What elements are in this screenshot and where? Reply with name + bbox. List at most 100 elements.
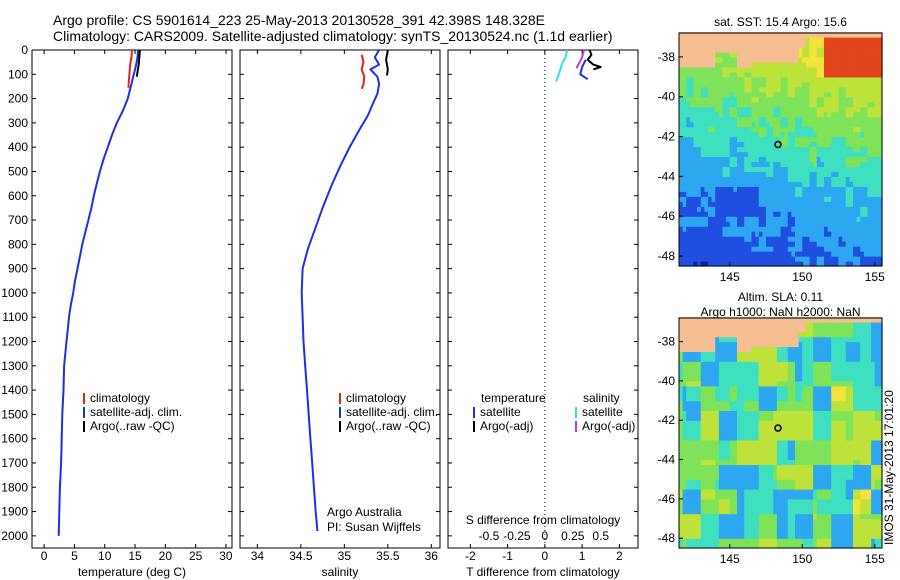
sst-map-cell <box>860 61 865 68</box>
sst-map-cell <box>871 256 876 262</box>
sla-map-cell <box>824 361 829 367</box>
sla-map-cell <box>824 434 829 441</box>
sla-map-cell <box>686 489 691 495</box>
sst-map-cell <box>762 141 767 148</box>
sst-map-cell <box>708 191 713 197</box>
sst-map-cell <box>766 131 771 138</box>
sst-map-cell <box>831 81 836 88</box>
sst-map-cell <box>733 206 738 212</box>
sst-map-cell <box>758 176 763 182</box>
sst-map-cell <box>747 136 753 143</box>
sst-map-cell <box>827 96 832 103</box>
sst-map-cell <box>827 156 832 163</box>
sla-map-cell <box>747 479 753 485</box>
sla-map-cell <box>700 410 705 416</box>
sst-map-cell <box>867 111 872 118</box>
sst-map-cell <box>871 246 876 252</box>
sla-map-cell <box>704 464 709 470</box>
sla-map-cell <box>744 518 749 525</box>
sla-map-cell <box>740 484 745 490</box>
sst-map-cell <box>809 66 814 73</box>
sla-map-cell <box>679 543 684 549</box>
sst-map-cell <box>715 151 720 158</box>
sla-map-cell <box>813 489 818 495</box>
sst-map-cell <box>708 251 713 257</box>
sla-map-cell <box>740 380 745 387</box>
sst-map-cell <box>845 91 850 98</box>
sla-map-cell <box>715 489 720 495</box>
sst-map-cell <box>740 146 745 153</box>
sst-map-cell <box>824 106 829 113</box>
sla-map-cell <box>679 317 684 323</box>
sst-map-cell <box>834 66 840 73</box>
sla-map-cell <box>834 454 840 461</box>
sla-map-cell <box>809 390 814 397</box>
sla-map-cell <box>813 538 818 544</box>
sla-map-cell <box>682 533 687 539</box>
sst-map-cell <box>860 136 865 143</box>
sst-map-cell <box>693 96 698 103</box>
sst-map-cell <box>747 221 753 227</box>
sst-map-cell <box>802 131 807 138</box>
sst-map-cell <box>874 201 879 207</box>
sst-map-cell <box>784 166 789 173</box>
sla-map-cell <box>834 513 840 520</box>
sla-map-cell <box>791 346 796 353</box>
sst-map-cell <box>708 46 713 53</box>
sst-map-cell <box>784 226 789 232</box>
sst-map-cell <box>845 141 850 148</box>
sst-map-cell <box>816 206 821 212</box>
sst-map-cell <box>733 146 738 153</box>
sla-map-cell <box>726 415 731 421</box>
sst-map-cell <box>697 121 702 128</box>
sla-map-cell <box>697 317 702 323</box>
sst-map-cell <box>805 116 811 123</box>
sst-map-cell <box>708 66 713 73</box>
sst-map-cell <box>842 136 847 143</box>
sst-map-cell <box>722 236 727 242</box>
sst-map-cell <box>740 81 745 88</box>
sst-map-cell <box>874 211 879 217</box>
sst-map-cell <box>798 76 803 83</box>
sla-map-cell <box>689 508 695 515</box>
sst-map-cell <box>802 211 807 217</box>
sst-map-cell <box>834 191 840 197</box>
sst-map-cell <box>744 261 749 267</box>
sla-map-cell <box>686 503 691 510</box>
sst-map-cell <box>831 261 836 267</box>
sla-map-cell <box>809 459 814 466</box>
sst-map-cell <box>805 171 811 177</box>
sst-map-cell <box>816 121 821 128</box>
sst-map-cell <box>737 226 742 232</box>
sst-map-cell <box>795 66 800 73</box>
sst-map-cell <box>867 41 872 48</box>
sla-map-cell <box>737 464 742 470</box>
sla-map-cell <box>766 498 771 505</box>
sla-map-cell <box>784 385 789 392</box>
sst-map-cell <box>711 126 716 133</box>
sst-map-cell <box>715 166 720 173</box>
sst-map-cell <box>729 76 734 83</box>
sla-map-cell <box>751 493 756 500</box>
sst-map-cell <box>708 176 713 182</box>
sst-map-cell <box>787 226 792 232</box>
sla-map-cell <box>776 533 782 539</box>
sst-map-cell <box>737 56 742 63</box>
sla-map-cell <box>722 508 727 515</box>
sst-map-cell <box>834 216 840 222</box>
sla-map-cell <box>809 366 814 372</box>
sla-map-cell <box>726 528 731 534</box>
sst-map-cell <box>744 86 749 93</box>
sla-map-cell <box>838 493 843 500</box>
sla-map-cell <box>813 444 818 451</box>
sst-map-cell <box>689 136 695 143</box>
sla-map-cell <box>787 375 792 382</box>
sla-map-cell <box>733 371 738 377</box>
sla-map-cell <box>813 459 818 466</box>
sst-map-cell <box>704 151 709 158</box>
sla-map-cell <box>737 317 742 323</box>
sla-map-cell <box>708 371 713 377</box>
sst-map-cell <box>744 36 749 43</box>
sst-map-cell <box>805 201 811 207</box>
sst-map-cell <box>798 166 803 173</box>
